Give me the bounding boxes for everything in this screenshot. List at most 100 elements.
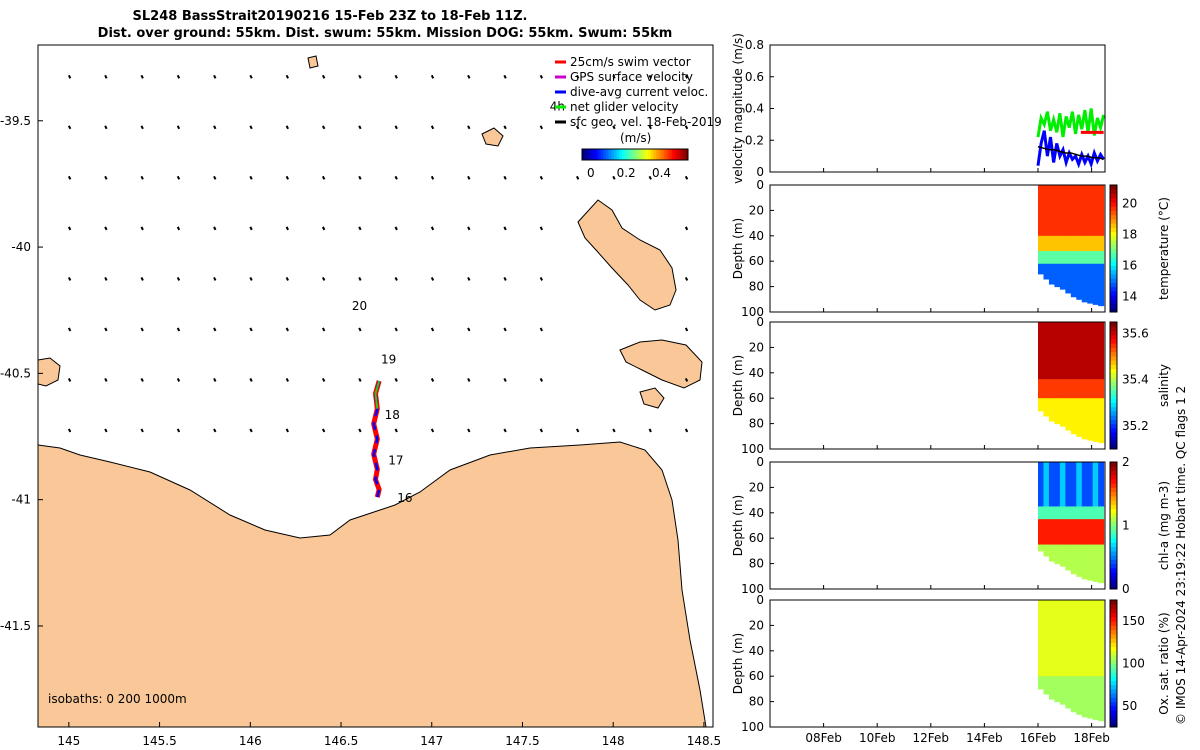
colorbar-cell [1110, 269, 1117, 275]
velocity-vector [539, 377, 544, 382]
colorbar-cell [1110, 427, 1117, 433]
velocity-vector [249, 175, 253, 180]
colorbar-cell [1110, 491, 1117, 497]
map-panel: 4h2019181716 145145.5146146.5147147.5148… [0, 44, 722, 748]
velocity-vector [67, 175, 72, 180]
velocity-vector [285, 377, 289, 382]
velocity-vector [358, 428, 362, 433]
x-tick-label: 145.5 [142, 734, 176, 748]
y-tick-label: 80 [749, 280, 764, 294]
heatmap-cell [1087, 379, 1094, 399]
heatmap-cell [1043, 263, 1050, 280]
colorbar-cell [664, 149, 668, 160]
colorbar-cell [589, 149, 594, 160]
y-tick-label: 40 [749, 644, 764, 658]
heatmap-cell [1070, 676, 1077, 713]
heatmap-cell [1065, 322, 1072, 380]
velocity-vector [358, 175, 362, 180]
heatmap-cell [1076, 600, 1083, 677]
colorbar-tick-label: 50 [1122, 699, 1137, 713]
glider-track [371, 380, 382, 498]
colorbar-cell [1110, 295, 1117, 300]
x-tick-label: 146 [239, 734, 262, 748]
colorbar-cell [1110, 625, 1117, 631]
velocity-vector [140, 226, 144, 231]
colorbar-cell [1110, 355, 1117, 361]
colorbar-cell [1110, 584, 1117, 590]
velocity-vector [394, 276, 398, 281]
heatmap-cell [1098, 600, 1105, 677]
heatmap-cell [1059, 676, 1066, 705]
y-tick-label: 0 [756, 593, 764, 607]
time-tick-label: 08Feb [805, 731, 842, 745]
heatmap-cell [1070, 600, 1077, 677]
x-tick-label: 147.5 [505, 734, 539, 748]
colorbar-cell [1110, 621, 1117, 626]
legend-label: net glider velocity [570, 100, 678, 114]
heatmap-cell [1098, 379, 1105, 399]
velocity-vector [467, 175, 471, 180]
velocity-vector [539, 74, 544, 79]
velocity-vector [467, 74, 471, 79]
heatmap-cell [1043, 251, 1050, 265]
velocity-vector [140, 377, 144, 382]
velocity-vector [612, 74, 616, 79]
velocity-vector [321, 327, 326, 332]
colorbar-cell [1110, 231, 1117, 237]
time-tick-label: 18Feb [1073, 731, 1110, 745]
velocity-vector [612, 175, 616, 180]
y-tick-label: -40 [11, 240, 31, 254]
heatmap-cell [1070, 263, 1077, 298]
velocity-vector [358, 74, 362, 79]
velocity-vector [213, 377, 217, 382]
velocity-vector [684, 377, 689, 382]
colorbar-cell [1110, 483, 1117, 488]
velocity-vector [67, 276, 72, 281]
panel-chl-a: 0 1 2 chl-a (mg m-3) 0 20 40 60 80 100 Depth (m) [731, 455, 1171, 596]
colorbar-cell [1110, 655, 1117, 660]
map-axes: 145 145.5 146 146.5 147 147.5 148 148.5 -39.5 -40… [0, 114, 721, 748]
velocity-vector [321, 74, 326, 79]
heatmap-cell [1070, 398, 1077, 435]
colorbar-cell [1110, 667, 1117, 673]
colorbar-tick-label: 18 [1122, 228, 1137, 242]
heatmap-cell [1070, 506, 1077, 520]
day-label: 19 [381, 352, 396, 366]
panel-frame [769, 321, 1106, 450]
title-line-2: Dist. over ground: 55km. Dist. swum: 55k… [98, 26, 673, 41]
velocity-vector [285, 226, 289, 231]
colorbar-cell [1110, 474, 1117, 480]
heatmap-cell [1038, 263, 1044, 275]
heatmap-cell [1092, 398, 1099, 442]
heatmap-cell [1092, 251, 1099, 265]
heatmap-cell [1054, 235, 1061, 252]
colorbar-cell [597, 149, 602, 160]
heatmap-cell [1043, 398, 1050, 417]
colorbar-cell [1110, 444, 1117, 450]
heatmap-cell [1087, 600, 1094, 677]
heatmap-cell [1038, 185, 1044, 237]
x-tick-label: 146.5 [324, 734, 358, 748]
heatmap-cell [1038, 322, 1044, 380]
velocity-vector [394, 327, 398, 332]
y-tick-label: 100 [741, 720, 764, 734]
colorbar-frame [1109, 599, 1118, 728]
colorbar-cell [584, 149, 588, 160]
y-tick-label: -39.5 [0, 114, 31, 128]
panel-temperature: 14 16 18 20 temperature (°C) 0 20 40 60 80 100 Dept… [731, 178, 1171, 319]
y-axis-label: Depth (m) [731, 218, 745, 279]
y-tick-label: -40.5 [0, 366, 31, 380]
heatmap-cell [1076, 263, 1083, 300]
y-tick-label: 100 [741, 442, 764, 456]
velocity-vector [104, 377, 108, 382]
credit-text: © IMOS 14-Apr-2024 23:19:22 Hobart time.… [1174, 386, 1188, 725]
heatmap-cell [1048, 322, 1055, 380]
panel-salinity: 35.2 35.4 35.6 salinity 0 20 40 60 80 100 Depth (m… [731, 315, 1171, 456]
colorbar-cell [1110, 671, 1117, 677]
heatmap-cell [1081, 251, 1088, 265]
colorbar-cell [1110, 206, 1117, 211]
heatmap-cell [1048, 462, 1055, 507]
colorbar-cell [1110, 406, 1117, 412]
colorbar-cell [621, 149, 625, 160]
